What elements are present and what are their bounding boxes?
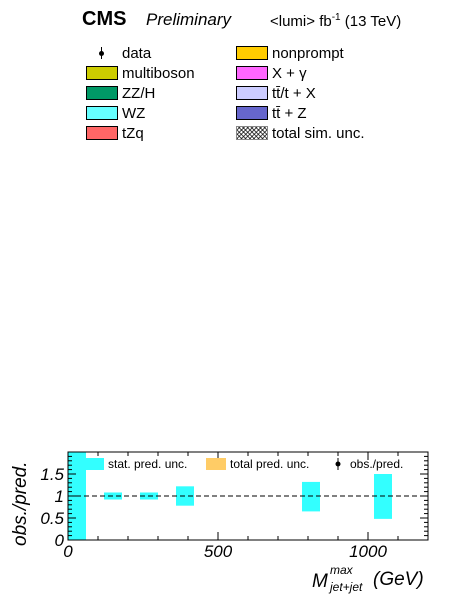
x-axis-title: M bbox=[312, 571, 328, 592]
total-unc-legend-label: total pred. unc. bbox=[230, 457, 309, 471]
legend-item-zz-h: ZZ/H bbox=[86, 84, 155, 102]
multiboson-swatch bbox=[86, 66, 118, 80]
obs-legend-marker-icon bbox=[336, 462, 341, 467]
y-tick-label: 0.5 bbox=[40, 509, 64, 528]
legend-item-x-gamma: X + γ bbox=[236, 64, 307, 82]
data-marker-icon bbox=[86, 46, 118, 60]
legend-label: tZq bbox=[122, 125, 144, 142]
y-axis-title: obs./pred. bbox=[10, 462, 31, 547]
stat-unc-bin-5 bbox=[374, 474, 392, 519]
x-axis-title-unit: (GeV) bbox=[373, 569, 424, 590]
total-unc-legend-swatch bbox=[206, 458, 226, 470]
legend-label: data bbox=[122, 45, 151, 62]
ttx-swatch bbox=[236, 86, 268, 100]
axis-ticks: 0 500 1000 0 0.5 1 1.5 bbox=[40, 452, 428, 561]
legend-label: X + γ bbox=[272, 65, 307, 82]
legend-item-tzq: tZq bbox=[86, 124, 144, 142]
stat-unc-bin-0 bbox=[68, 452, 86, 540]
legend-item-total-sim-unc: total sim. unc. bbox=[236, 124, 365, 142]
stat-unc-bin-2 bbox=[140, 492, 158, 499]
zz-h-swatch bbox=[86, 86, 118, 100]
stat-unc-bin-4 bbox=[302, 482, 320, 511]
hatch-swatch bbox=[236, 126, 268, 140]
legend-label: tt̄/t + X bbox=[272, 85, 316, 102]
legend-item-ttx: tt̄/t + X bbox=[236, 84, 316, 102]
legend-label: nonprompt bbox=[272, 45, 344, 62]
legend-label: ZZ/H bbox=[122, 85, 155, 102]
status-label: Preliminary bbox=[146, 10, 231, 30]
plot-frame bbox=[68, 452, 428, 540]
stat-unc-bins bbox=[68, 452, 392, 540]
legend-label: multiboson bbox=[122, 65, 195, 82]
x-axis-title-sup: max bbox=[330, 563, 354, 577]
stat-unc-legend-swatch bbox=[84, 458, 104, 470]
legend-item-nonprompt: nonprompt bbox=[236, 44, 344, 62]
x-tick-label: 500 bbox=[204, 542, 233, 561]
tzq-swatch bbox=[86, 126, 118, 140]
lumi-label: <lumi> fb-1 (13 TeV) bbox=[270, 12, 401, 30]
y-tick-label: 0 bbox=[55, 531, 65, 550]
x-axis-title-sub: jet+jet bbox=[328, 580, 363, 594]
stat-unc-bin-3 bbox=[176, 486, 194, 505]
experiment-label: CMS bbox=[82, 8, 126, 31]
y-tick-label: 1 bbox=[55, 487, 64, 506]
x-gamma-swatch bbox=[236, 66, 268, 80]
legend-label: total sim. unc. bbox=[272, 125, 365, 142]
legend-item-multiboson: multiboson bbox=[86, 64, 195, 82]
legend-item-ttz: tt̄ + Z bbox=[236, 104, 307, 122]
legend-label: tt̄ + Z bbox=[272, 105, 307, 122]
nonprompt-swatch bbox=[236, 46, 268, 60]
ttz-swatch bbox=[236, 106, 268, 120]
y-tick-label: 1.5 bbox=[40, 465, 64, 484]
legend-item-wz: WZ bbox=[86, 104, 145, 122]
stat-unc-bin-1 bbox=[104, 492, 122, 499]
x-tick-label: 0 bbox=[63, 542, 73, 561]
stat-unc-legend-label: stat. pred. unc. bbox=[108, 457, 187, 471]
wz-swatch bbox=[86, 106, 118, 120]
legend-item-data: data bbox=[86, 44, 151, 62]
x-tick-label: 1000 bbox=[349, 542, 387, 561]
header: CMS Preliminary <lumi> fb-1 (13 TeV) bbox=[0, 6, 450, 32]
legend-label: WZ bbox=[122, 105, 145, 122]
obs-legend-label: obs./pred. bbox=[350, 457, 403, 471]
